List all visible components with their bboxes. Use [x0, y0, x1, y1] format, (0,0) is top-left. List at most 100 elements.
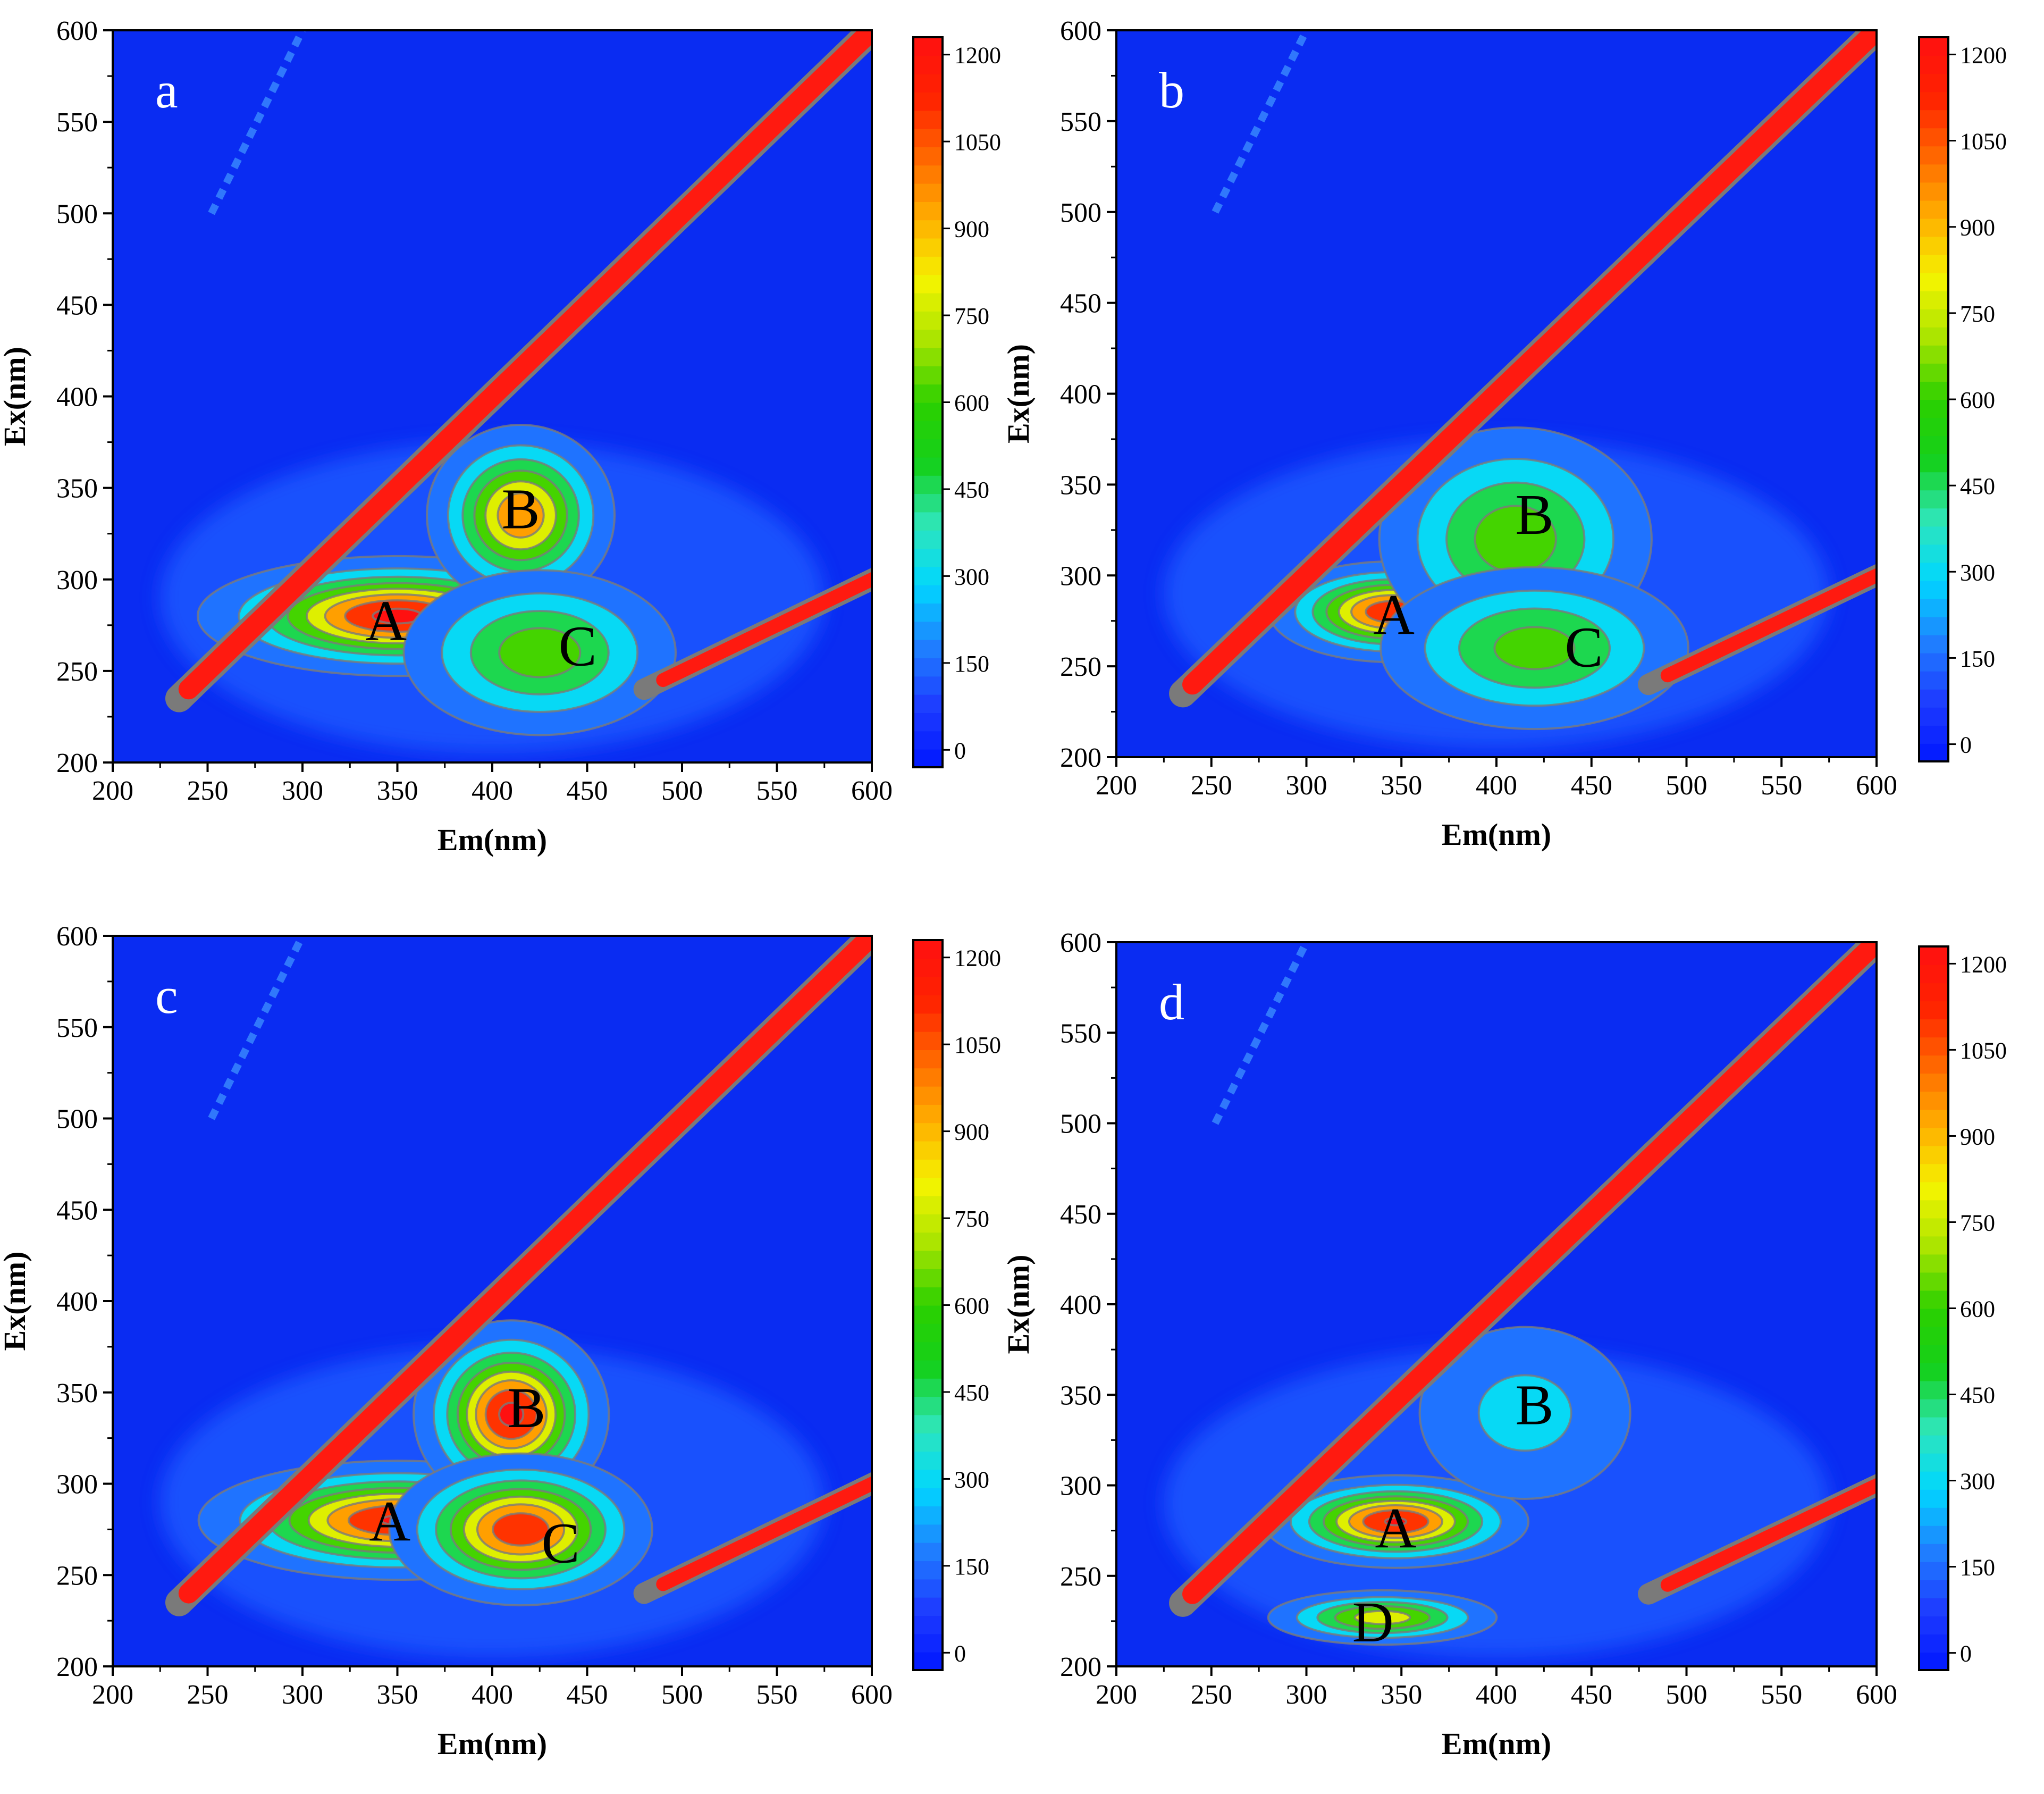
- colorbar-segment: [1919, 1597, 1948, 1616]
- colorbar: 0 150 300 450 600 750 900 1050 1200: [1918, 36, 2007, 762]
- x-axis: 200 250 300 350 400 450 500 550 600: [1096, 757, 1897, 801]
- x-tick-label: 400: [472, 1680, 513, 1710]
- colorbar-segment: [1919, 1453, 1948, 1472]
- colorbar-tick-label: 0: [954, 737, 966, 764]
- colorbar-segment: [913, 110, 943, 129]
- colorbar-segment: [1919, 37, 1948, 56]
- x-tick-label: 300: [282, 776, 323, 806]
- y-tick-label: 500: [1060, 1109, 1101, 1139]
- colorbar-segment: [913, 292, 943, 312]
- eem-panel-b: 200 250 300 350 400 450 500 550 600 200 250 300 350 4…: [1001, 16, 2007, 852]
- colorbar-tick-label: 450: [954, 1380, 989, 1406]
- x-tick-label: 300: [1286, 770, 1327, 801]
- colorbar-segment: [913, 1013, 943, 1032]
- colorbar-segment: [1919, 1109, 1948, 1128]
- colorbar-segment: [1919, 707, 1948, 726]
- y-tick-label: 250: [1060, 652, 1101, 682]
- colorbar-segment: [913, 1414, 943, 1433]
- contour-level-860: [497, 492, 545, 539]
- colorbar-segment: [1919, 526, 1948, 545]
- peak-annotation-C: C: [559, 615, 597, 678]
- colorbar-segment: [913, 238, 943, 257]
- y-tick-label: 450: [1060, 1200, 1101, 1230]
- colorbar-segment: [1919, 1019, 1948, 1038]
- colorbar-segment: [1919, 1380, 1948, 1399]
- peak-annotation-A: A: [365, 589, 407, 652]
- x-tick-label: 600: [1856, 1680, 1897, 1710]
- y-tick-label: 500: [1060, 198, 1101, 228]
- colorbar-segment: [913, 1268, 943, 1288]
- colorbar-segment: [1919, 1290, 1948, 1309]
- colorbar-segment: [913, 311, 943, 330]
- x-tick-label: 450: [567, 776, 608, 806]
- x-axis: 200 250 300 350 400 450 500 550 600: [1096, 1666, 1897, 1710]
- colorbar-segment: [1919, 508, 1948, 527]
- colorbar-segment: [913, 639, 943, 659]
- y-tick-label: 550: [1060, 107, 1101, 137]
- colorbar-segment: [1919, 1579, 1948, 1598]
- y-axis-title: Ex(nm): [0, 347, 32, 446]
- y-axis-title: Ex(nm): [1001, 1255, 1036, 1354]
- peak-annotation-A: A: [1375, 1497, 1417, 1560]
- colorbar-tick-label: 150: [1960, 645, 1995, 672]
- peak-annotation-D: D: [1352, 1591, 1394, 1654]
- colorbar-tick-label: 150: [954, 651, 989, 677]
- colorbar-segment: [913, 1360, 943, 1379]
- contour-level-540: [1493, 626, 1576, 670]
- y-tick-label: 600: [56, 16, 98, 46]
- y-axis-title: Ex(nm): [0, 1252, 32, 1351]
- y-axis-title: Ex(nm): [1001, 344, 1036, 443]
- colorbar-segment: [913, 530, 943, 549]
- colorbar-segment: [913, 1506, 943, 1525]
- second-order-scatter-band: [656, 1476, 872, 1591]
- panel-label: b: [1159, 62, 1184, 119]
- colorbar-tick-label: 600: [954, 1293, 989, 1319]
- colorbar-tick-label: 1050: [1960, 129, 2007, 155]
- colorbar-segment: [1919, 1326, 1948, 1345]
- colorbar-tick-label: 1200: [954, 945, 1001, 971]
- colorbar-segment: [913, 694, 943, 714]
- x-tick-label: 600: [1856, 770, 1897, 801]
- colorbar-segment: [913, 1542, 943, 1562]
- colorbar: 0 150 300 450 600 750 900 1050 1200: [1918, 945, 2007, 1671]
- colorbar-segment: [913, 1068, 943, 1087]
- colorbar-segment: [1919, 1127, 1948, 1146]
- x-tick-label: 550: [1761, 770, 1802, 801]
- x-tick-label: 500: [1666, 1680, 1707, 1710]
- colorbar-segment: [1919, 1416, 1948, 1436]
- peak-annotation-A: A: [1373, 583, 1415, 647]
- colorbar-segment: [1919, 1055, 1948, 1074]
- colorbar-tick-label: 600: [1960, 387, 1995, 413]
- colorbar-segment: [913, 73, 943, 93]
- colorbar-tick-label: 750: [954, 303, 989, 329]
- y-tick-label: 400: [56, 1287, 98, 1317]
- colorbar-segment: [1919, 598, 1948, 617]
- eem-panel-a: 200 250 300 350 400 450 500 550 600 200 250 300 350 4…: [0, 16, 1001, 857]
- peak-B: [426, 424, 616, 607]
- colorbar-segment: [913, 512, 943, 531]
- peak-B: [1418, 1326, 1631, 1500]
- colorbar-tick-label: 1200: [1960, 951, 2007, 977]
- y-tick-label: 200: [56, 1652, 98, 1682]
- colorbar-segment: [1919, 272, 1948, 291]
- colorbar-segment: [1919, 689, 1948, 708]
- peak-C: [388, 1452, 653, 1607]
- colorbar-segment: [1919, 381, 1948, 400]
- y-tick-label: 500: [56, 199, 98, 229]
- y-tick-label: 350: [56, 1378, 98, 1409]
- y-tick-label: 350: [1060, 470, 1101, 500]
- x-tick-label: 450: [1571, 1680, 1612, 1710]
- colorbar-segment: [1919, 1145, 1948, 1164]
- y-tick-label: 300: [56, 565, 98, 596]
- y-tick-label: 250: [56, 1561, 98, 1591]
- contour-level-1020: [492, 1512, 550, 1547]
- colorbar-segment: [913, 548, 943, 567]
- colorbar-segment: [913, 676, 943, 695]
- colorbar-segment: [913, 1122, 943, 1142]
- rayleigh-scatter-band: [1182, 942, 1877, 1604]
- colorbar-tick-label: 300: [954, 1466, 989, 1493]
- colorbar-segment: [1919, 1073, 1948, 1092]
- y-tick-label: 300: [56, 1470, 98, 1500]
- colorbar-segment: [1919, 236, 1948, 255]
